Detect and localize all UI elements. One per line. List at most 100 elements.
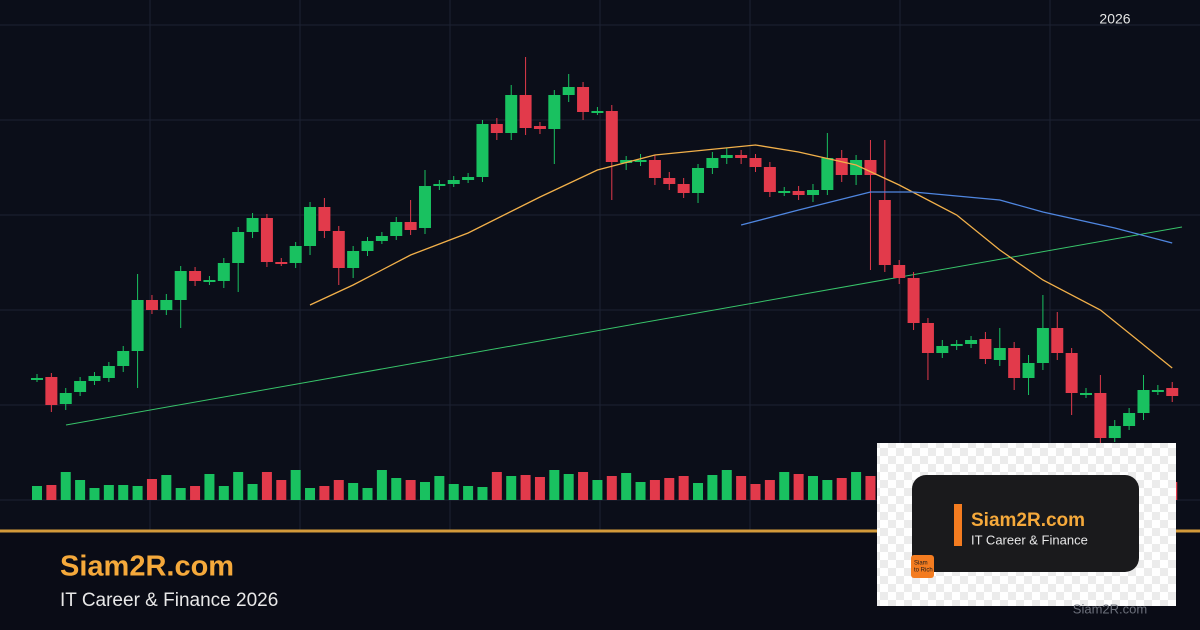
candle-body [979,339,992,359]
volume-bar [649,480,660,500]
candle-body [562,87,575,95]
volume-bar [175,488,186,500]
volume-bar [491,472,502,500]
volume-bar [750,484,761,500]
volume-bar [764,480,775,500]
candle-body [936,346,949,353]
candle-body [1137,390,1150,413]
volume-bar [606,476,617,500]
volume-bar [290,470,301,500]
candle-body [1151,390,1164,392]
candle-body [232,232,245,263]
volume-bar [520,475,531,500]
volume-bar [635,482,646,500]
volume-bar [865,476,876,500]
candle-body [864,160,877,175]
trend-line [65,226,1183,426]
volume-bar [822,480,833,500]
candle-body [102,366,115,378]
candle-body [418,186,431,228]
candle-body [347,251,360,268]
candle-body [447,180,460,184]
volume-bar [305,488,316,500]
candle-body [45,377,58,405]
candle-body [993,348,1006,360]
volume-bar [118,485,129,500]
volume-bar [534,477,545,500]
candle-body [174,271,187,300]
candle-body [74,381,87,392]
candle-body [907,278,920,323]
volume-bar [664,478,675,500]
candle-body [792,191,805,195]
logo-overlay: Siam2R.com IT Career & Finance Siam to R… [877,443,1176,606]
volume-bar [32,486,42,500]
candle-body [1036,328,1049,363]
candle-body [1123,413,1136,426]
volume-bar [707,475,718,500]
candle-body [390,222,403,236]
volume-bar [851,472,862,500]
candle-body [404,222,417,230]
candle-body [749,158,762,167]
candle-body [1022,363,1035,378]
volume-bar [506,476,517,500]
candle-body [620,160,633,163]
candle-body [131,300,144,351]
volume-bar [89,488,100,500]
volume-bar [836,478,847,500]
candle-body [1051,328,1064,353]
candle-body [533,126,546,129]
candle-body [375,236,388,241]
volume-bar [60,472,71,500]
candle-body [821,158,834,190]
volume-bar [434,476,445,500]
volume-bar [261,472,272,500]
volume-bar [218,486,229,500]
candle-body [304,207,317,246]
volume-bar [405,480,416,500]
candle-body [160,300,173,310]
volume-bar [161,475,172,500]
volume-bar [247,484,258,500]
candle-body [88,376,101,381]
candle-body [878,200,891,265]
candle-body [1008,348,1021,378]
volume-bar [75,480,86,500]
candle-body [31,378,43,380]
volume-bar [204,474,215,500]
icon-text: to Rich [914,568,933,574]
candle-body [921,323,934,353]
volume-bar [419,482,430,500]
logo-bar [954,504,962,546]
candle-body [519,95,532,128]
volume-bar [693,483,704,500]
volume-bar [549,470,560,500]
candle-body [145,300,158,310]
volume-bar [46,485,57,500]
logo-card [912,475,1139,572]
candle-body [189,271,202,281]
watermark: Siam2R.com [1073,601,1147,616]
candle-body [490,124,503,133]
volume-bar [333,480,344,500]
volume-bar [477,487,488,500]
volume-bar [779,472,790,500]
moving-average [309,144,1173,369]
volume-bar [348,483,359,500]
candle-body [1166,388,1179,396]
brand-title: Siam2R.com [60,551,234,583]
candle-body [59,393,72,404]
logo-icon [911,555,934,578]
volume-bar [578,472,589,500]
volume-bar [276,480,287,500]
volume-bar [793,474,804,500]
candle-body [950,344,963,346]
candle-body [275,262,288,264]
candle-body [663,178,676,184]
volume-bar [146,479,157,500]
volume-bar [448,484,459,500]
candle-body [677,184,690,193]
candle-body [462,177,475,180]
volume-bar [362,488,373,500]
